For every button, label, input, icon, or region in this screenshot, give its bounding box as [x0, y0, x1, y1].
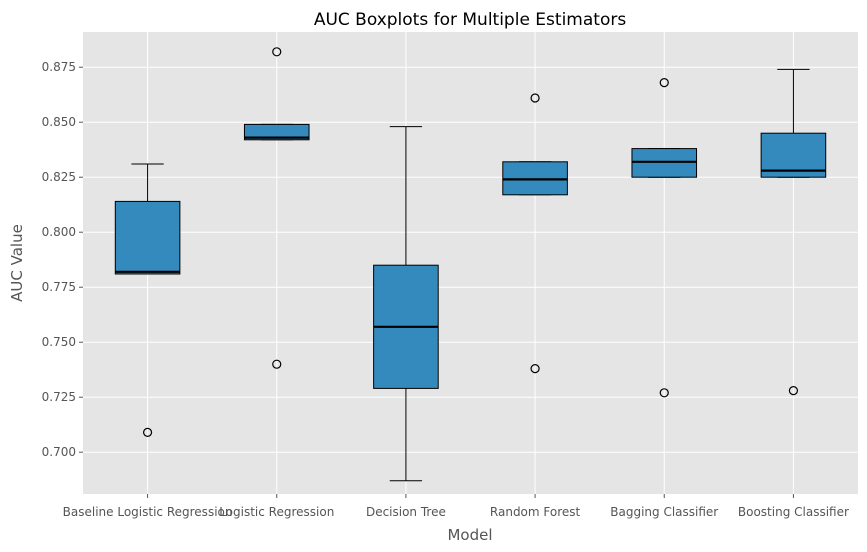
- outlier-point: [659, 77, 669, 88]
- x-tick-label: Decision Tree: [366, 505, 446, 519]
- outlier-point: [530, 364, 540, 374]
- box-group: [373, 126, 439, 482]
- chart-title: AUC Boxplots for Multiple Estimators: [314, 10, 627, 30]
- outlier-point: [272, 359, 282, 369]
- y-axis-label: AUC Value: [8, 224, 26, 302]
- x-tick-label: Logistic Regression: [219, 505, 334, 519]
- box-group: [243, 47, 310, 369]
- box-group: [502, 93, 568, 374]
- y-tick-label: 0.875: [42, 60, 76, 74]
- plot-background: [83, 32, 858, 494]
- y-tick-label: 0.775: [42, 280, 76, 294]
- iqr-box: [243, 123, 310, 141]
- y-tick-label: 0.800: [42, 225, 76, 239]
- x-tick-label: Baseline Logistic Regression: [63, 505, 233, 519]
- y-tick-label: 0.750: [42, 335, 76, 349]
- y-tick-label: 0.700: [42, 445, 76, 459]
- box-group: [114, 163, 181, 437]
- grid-lines: [83, 32, 858, 494]
- x-tick-label: Bagging Classifier: [610, 505, 718, 519]
- outlier-point: [788, 386, 799, 396]
- iqr-box: [114, 200, 181, 275]
- box-elements: [114, 47, 827, 482]
- x-axis-label: Model: [447, 526, 492, 544]
- outlier-point: [659, 388, 669, 398]
- outlier-point: [272, 47, 282, 57]
- y-tick-label: 0.725: [42, 390, 76, 404]
- box-group: [631, 77, 698, 398]
- iqr-box: [631, 148, 698, 178]
- x-tick-label: Boosting Classifier: [738, 505, 849, 519]
- y-tick-label: 0.850: [42, 115, 76, 129]
- outlier-point: [142, 427, 153, 437]
- y-axis-ticks: 0.700 0.725 0.750 0.775 0.800 0.825 0.850 0.875: [42, 60, 83, 459]
- outlier-point: [530, 93, 540, 103]
- x-tick-label: Random Forest: [490, 505, 581, 519]
- y-tick-label: 0.825: [42, 170, 76, 184]
- box-group: [760, 68, 827, 396]
